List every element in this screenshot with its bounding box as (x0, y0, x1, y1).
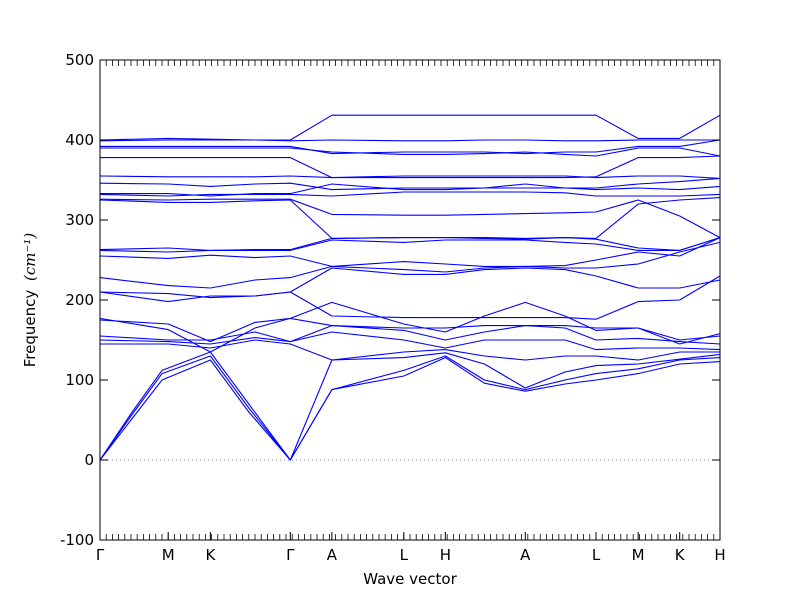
y-tick-label: 300 (65, 211, 94, 229)
band-line-4 (100, 339, 720, 361)
x-tick-label: A (520, 546, 531, 564)
band-line-10 (99, 267, 721, 299)
band-line-2 (99, 355, 721, 461)
band-line-6 (99, 325, 721, 345)
band-line-7 (99, 317, 721, 353)
y-axis-label: Frequency (cm⁻¹) (21, 233, 39, 368)
band-line-18 (100, 183, 721, 197)
y-axis-label-unit: (cm⁻¹) (21, 233, 39, 281)
band-line-1 (99, 357, 721, 461)
y-tick-label: 200 (65, 291, 94, 309)
band-line-11 (99, 241, 721, 289)
x-tick-label: M (632, 546, 645, 564)
minor-x-ticks (99, 60, 721, 540)
band-line-21 (100, 155, 721, 179)
x-tick-label: L (400, 546, 409, 564)
band-line-25 (99, 114, 721, 141)
x-tick-label: H (440, 546, 451, 564)
y-axis: -100 0 100 200 300 400 500 (60, 51, 720, 549)
band-line-16 (99, 198, 721, 239)
band-line-8 (99, 301, 721, 345)
band-line-22 (100, 147, 721, 157)
x-tick-label: H (714, 546, 725, 564)
band-line-17 (99, 191, 721, 197)
band-line-12 (99, 237, 721, 267)
x-tick-label: M (162, 546, 175, 564)
y-tick-label: 400 (65, 131, 94, 149)
x-tick-label: K (675, 546, 686, 564)
y-tick-label: 500 (65, 51, 94, 69)
x-axis-label: Wave vector (363, 570, 457, 588)
x-tick-label: Γ (96, 546, 105, 564)
y-tick-label: 100 (65, 371, 94, 389)
band-line-23 (100, 139, 721, 155)
band-line-24 (99, 139, 720, 142)
x-tick-label: Γ (286, 546, 295, 564)
plot-lines (99, 114, 721, 461)
y-axis-label-text: Frequency (21, 290, 39, 368)
y-tick-label: 0 (84, 451, 94, 469)
band-line-20 (99, 175, 721, 179)
band-line-15 (99, 197, 721, 239)
x-tick-label: L (592, 546, 601, 564)
x-tick-label: A (327, 546, 338, 564)
band-line-19 (99, 177, 721, 191)
band-line-9 (99, 275, 721, 320)
y-tick-label: -100 (60, 531, 94, 549)
band-line-5 (99, 331, 721, 351)
band-line-3 (99, 351, 721, 461)
x-tick-label: K (205, 546, 216, 564)
